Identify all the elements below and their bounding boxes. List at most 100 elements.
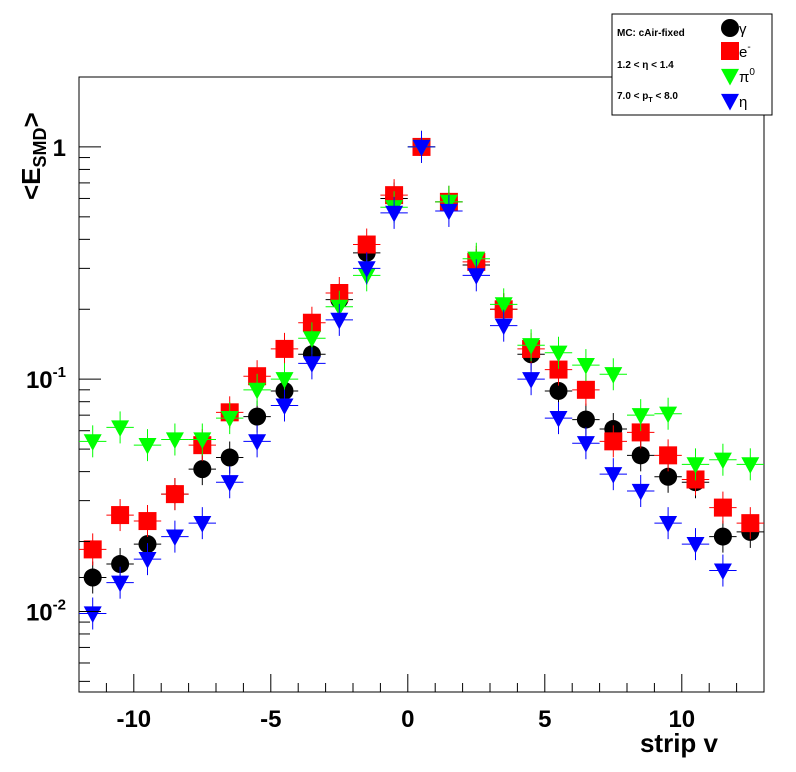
data-point (248, 407, 267, 426)
legend-series-label-main: η (739, 94, 747, 111)
data-point (713, 498, 732, 517)
x-axis-title: strip v (640, 728, 719, 758)
y-tick-label-base: 10 (26, 367, 53, 394)
legend-line-1: MC: cAir-fixed (617, 28, 685, 39)
data-point (549, 345, 568, 363)
legend-series-label-sup: 0 (749, 67, 755, 78)
legend-marker (721, 93, 739, 111)
x-tick-label: 10 (668, 706, 695, 733)
data-point (467, 268, 486, 285)
y-axis-title-end: > (16, 112, 46, 127)
data-point (576, 410, 595, 429)
y-tick-label-base: 10 (26, 599, 53, 626)
data-point (83, 540, 102, 559)
legend-marker (721, 19, 739, 37)
data-point (713, 563, 732, 581)
data-point (604, 367, 623, 384)
data-point (494, 318, 513, 336)
data-point (549, 360, 568, 379)
data-point (631, 483, 650, 501)
data-point (412, 139, 431, 157)
y-axis-title: <ESMD> (16, 112, 50, 200)
x-tick-label: -5 (260, 706, 281, 733)
data-point (549, 411, 568, 428)
legend-series-label: e- (739, 42, 751, 61)
data-point (248, 382, 267, 400)
data-point (138, 552, 157, 569)
y-tick-label: 1 (53, 135, 66, 162)
data-point (576, 358, 595, 375)
legend-series-label: γ (739, 21, 747, 38)
data-point (220, 411, 239, 428)
data-point (275, 339, 294, 358)
data-point (83, 606, 102, 623)
data-point (686, 536, 705, 554)
legend-line-2: 1.2 < η < 1.4 (617, 60, 674, 71)
data-point (357, 235, 376, 254)
x-tick-label: 5 (538, 706, 551, 733)
data-point (686, 457, 705, 474)
data-point (165, 529, 184, 547)
data-point (138, 512, 157, 531)
data-point (576, 380, 595, 399)
legend-marker (721, 68, 739, 86)
y-axis-title-sub: SMD (30, 127, 50, 167)
legend-line-3-b: < 8.0 (653, 91, 679, 102)
data-point (659, 406, 678, 424)
data-point (631, 423, 650, 442)
data-point (659, 516, 678, 533)
legend-series-label-main: π (739, 69, 749, 86)
data-point (741, 514, 760, 533)
data-point (302, 356, 321, 373)
data-point (193, 432, 212, 449)
data-point (549, 381, 568, 400)
data-point (631, 408, 650, 425)
plot-area-border (78, 76, 765, 693)
data-point (302, 331, 321, 348)
legend: MC: cAir-fixed 1.2 < η < 1.4 7.0 < pT < … (611, 13, 773, 116)
data-point (741, 457, 760, 474)
legend-series-label: η (739, 94, 747, 111)
legend-marker (721, 42, 739, 60)
legend-line-3-a: 7.0 < p (617, 91, 648, 102)
y-tick-label-exponent: -2 (53, 596, 66, 613)
data-point (220, 475, 239, 492)
data-point (111, 506, 130, 525)
legend-line-3: 7.0 < pT < 8.0 (617, 91, 678, 104)
legend-series-label-sup: - (747, 42, 750, 53)
data-point (713, 527, 732, 546)
data-point (631, 446, 650, 465)
data-point (248, 434, 267, 451)
y-tick-label-base: 1 (53, 135, 66, 162)
legend-box (611, 13, 773, 116)
y-tick-label-exponent: -1 (53, 364, 66, 381)
data-point (275, 372, 294, 389)
x-tick-label: -10 (116, 706, 151, 733)
data-point (111, 575, 130, 593)
y-axis-title-main: <E (16, 167, 46, 200)
data-point (713, 452, 732, 470)
data-point (357, 261, 376, 278)
legend-series-label-main: γ (739, 21, 747, 38)
x-tick-label: 0 (401, 706, 414, 733)
data-point (576, 436, 595, 453)
data-point (193, 516, 212, 533)
legend-series-label: π0 (739, 67, 755, 86)
data-point (659, 467, 678, 486)
data-point (522, 372, 541, 389)
series-eta (79, 130, 737, 630)
data-point (111, 555, 130, 574)
y-tick-label: 10-2 (26, 596, 66, 626)
plot-frame (78, 76, 765, 693)
data-point (385, 205, 404, 223)
data-point (439, 203, 458, 221)
data-point (165, 432, 184, 449)
data-point (604, 432, 623, 451)
data-point (193, 460, 212, 479)
data-point (83, 568, 102, 587)
legend-line-3-sub: T (648, 97, 653, 104)
data-point (111, 420, 130, 437)
